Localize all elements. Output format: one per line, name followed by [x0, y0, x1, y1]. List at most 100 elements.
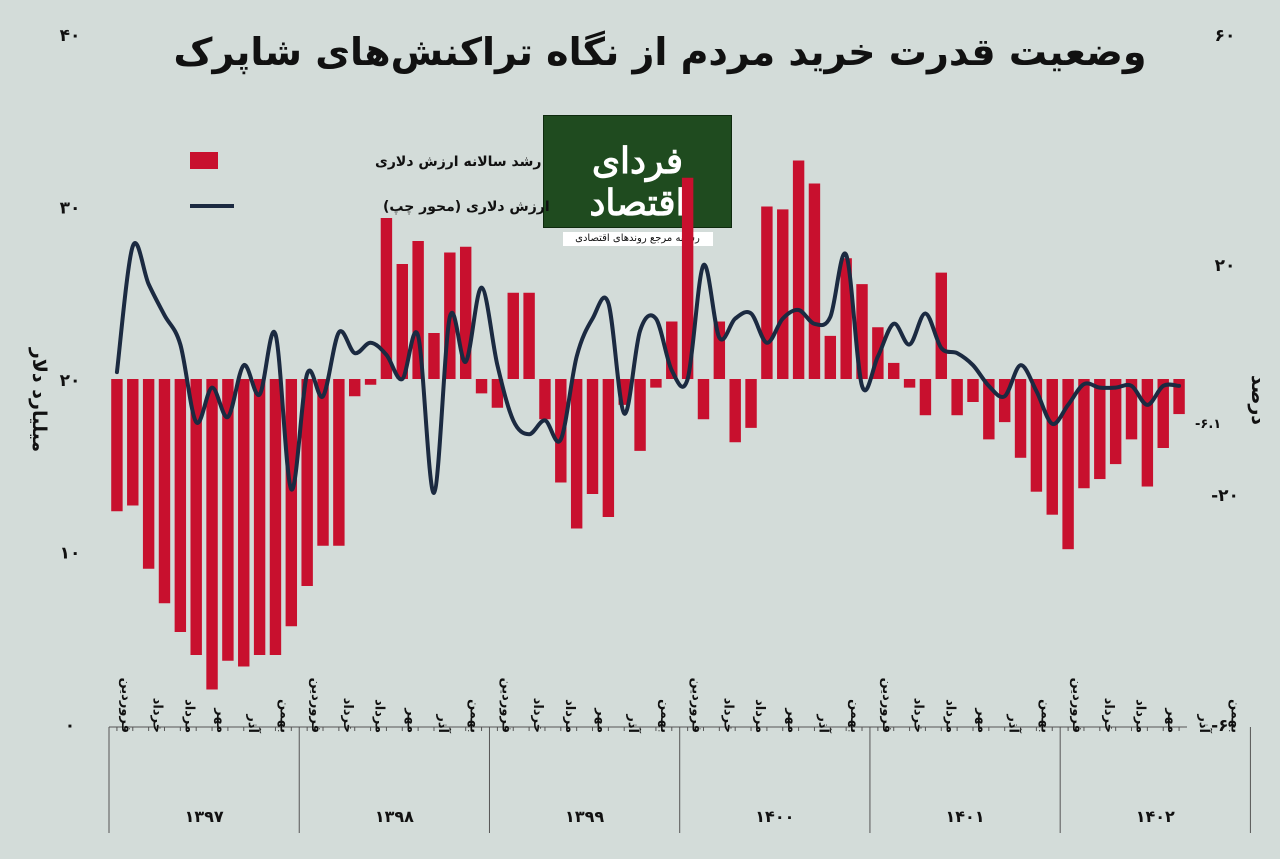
right-axis-title: درصد [1247, 375, 1269, 425]
month-label: بهمن [276, 699, 291, 733]
growth-bar [856, 284, 868, 379]
month-label: آذر [1006, 713, 1023, 733]
growth-bar [174, 379, 187, 632]
growth-bar [983, 379, 995, 440]
year-label: ۱۳۹۹ [565, 807, 604, 826]
month-label: خرداد [150, 698, 165, 733]
growth-bar [364, 379, 377, 385]
growth-bar [1173, 379, 1185, 415]
left-tick-label: ۲۰ [60, 371, 81, 391]
growth-bar [967, 379, 979, 402]
dollar-value-line [114, 241, 1182, 495]
growth-bar [206, 379, 218, 690]
month-label: بهمن [467, 699, 482, 733]
growth-bar [697, 379, 710, 420]
month-label: مهر [213, 707, 228, 733]
growth-bar [998, 379, 1011, 423]
growth-bar [253, 379, 266, 655]
month-label: خرداد [530, 698, 545, 733]
growth-bar [888, 362, 900, 379]
growth-bar [1014, 379, 1027, 458]
month-label: مرداد [181, 699, 196, 733]
month-label: مرداد [752, 699, 767, 733]
growth-bar [919, 379, 932, 416]
right-tick-label: -۲۰ [1211, 486, 1239, 506]
month-label: بهمن [1228, 699, 1243, 733]
left-tick-label: ۱۰ [60, 544, 81, 564]
growth-bar [507, 292, 519, 379]
growth-bar [380, 218, 393, 379]
growth-bar [666, 321, 678, 379]
growth-bar [570, 379, 583, 529]
month-label: مهر [974, 707, 989, 733]
brand-logo: فردای اقتصاد رسانه مرجع روندهای اقتصادی [543, 115, 732, 246]
legend-bars-label: رشد سالانه ارزش دلاری [375, 154, 541, 170]
growth-bar [792, 160, 805, 379]
growth-bar [190, 379, 202, 655]
month-label: فروردین [498, 678, 513, 733]
year-label: ۱۴۰۰ [755, 807, 794, 826]
left-tick-label: ۰ [65, 716, 75, 736]
growth-bar [1062, 379, 1074, 550]
growth-bar [428, 333, 440, 379]
growth-bar [935, 272, 947, 379]
growth-bar [475, 379, 488, 394]
month-label: فروردین [118, 678, 133, 733]
growth-bar [761, 206, 773, 379]
month-label: مرداد [942, 699, 957, 733]
growth-bar [777, 209, 789, 379]
growth-bar [713, 321, 726, 379]
growth-bar [412, 241, 424, 379]
month-label: آذر [435, 713, 452, 733]
growth-bar [539, 379, 551, 420]
growth-bar [1078, 379, 1090, 489]
growth-bar [269, 379, 282, 655]
growth-bar [808, 183, 821, 379]
growth-bar [349, 379, 361, 397]
legend-bars-swatch [190, 152, 218, 169]
month-label: فروردین [1069, 678, 1084, 733]
left-tick-label: ۳۰ [60, 199, 81, 219]
month-label: بهمن [847, 699, 862, 733]
right-tick-label: ۶۰ [1215, 26, 1236, 46]
growth-bar [1125, 379, 1138, 440]
month-label: بهمن [657, 699, 672, 733]
growth-bar [491, 379, 504, 408]
growth-bar [903, 379, 916, 388]
growth-bar [729, 379, 741, 443]
growth-bar [1030, 379, 1043, 492]
month-label: آذر [245, 713, 262, 733]
month-label: مهر [1164, 707, 1179, 733]
growth-bar [1141, 379, 1154, 487]
growth-bar [111, 379, 123, 512]
month-label: خرداد [720, 698, 735, 733]
growth-bar [459, 246, 472, 379]
year-label: ۱۴۰۱ [946, 807, 985, 826]
month-label: مرداد [562, 699, 577, 733]
growth-bar [285, 379, 298, 627]
right-tick-label: -۶۰ [1211, 716, 1239, 736]
growth-bar [1157, 379, 1169, 448]
month-label: آذر [1196, 713, 1213, 733]
growth-bar [951, 379, 963, 416]
growth-bar [396, 264, 408, 379]
month-label: مرداد [1133, 699, 1148, 733]
growth-bar [222, 379, 234, 661]
month-label: فروردین [879, 678, 894, 733]
growth-bar [127, 379, 139, 506]
growth-bar [681, 177, 694, 379]
month-label: خرداد [340, 698, 355, 733]
month-label: مرداد [372, 699, 387, 733]
legend: رشد سالانه ارزش دلاری ارزش دلاری (محور چ… [190, 152, 550, 215]
growth-bar [301, 379, 313, 586]
month-label: آذر [625, 713, 642, 733]
growth-bar [142, 379, 155, 569]
left-tick-label: ۴۰ [60, 26, 81, 46]
legend-line-label: ارزش دلاری (محور چپ) [383, 199, 550, 215]
growth-bar [158, 379, 171, 604]
growth-bar [317, 379, 329, 546]
growth-bar [333, 379, 345, 546]
year-label: ۱۳۹۷ [185, 807, 224, 826]
month-label: بهمن [1037, 699, 1052, 733]
